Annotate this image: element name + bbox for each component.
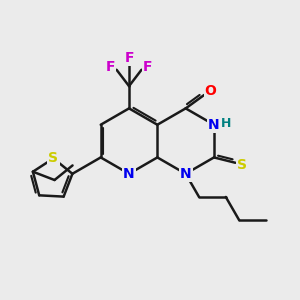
Text: H: H — [221, 117, 232, 130]
Text: F: F — [124, 51, 134, 65]
Text: N: N — [123, 167, 135, 181]
Text: F: F — [143, 60, 152, 74]
Text: O: O — [205, 84, 217, 98]
Text: F: F — [106, 60, 116, 74]
Text: N: N — [208, 118, 220, 132]
Text: S: S — [237, 158, 247, 172]
Text: S: S — [48, 152, 59, 165]
Text: N: N — [180, 167, 191, 181]
